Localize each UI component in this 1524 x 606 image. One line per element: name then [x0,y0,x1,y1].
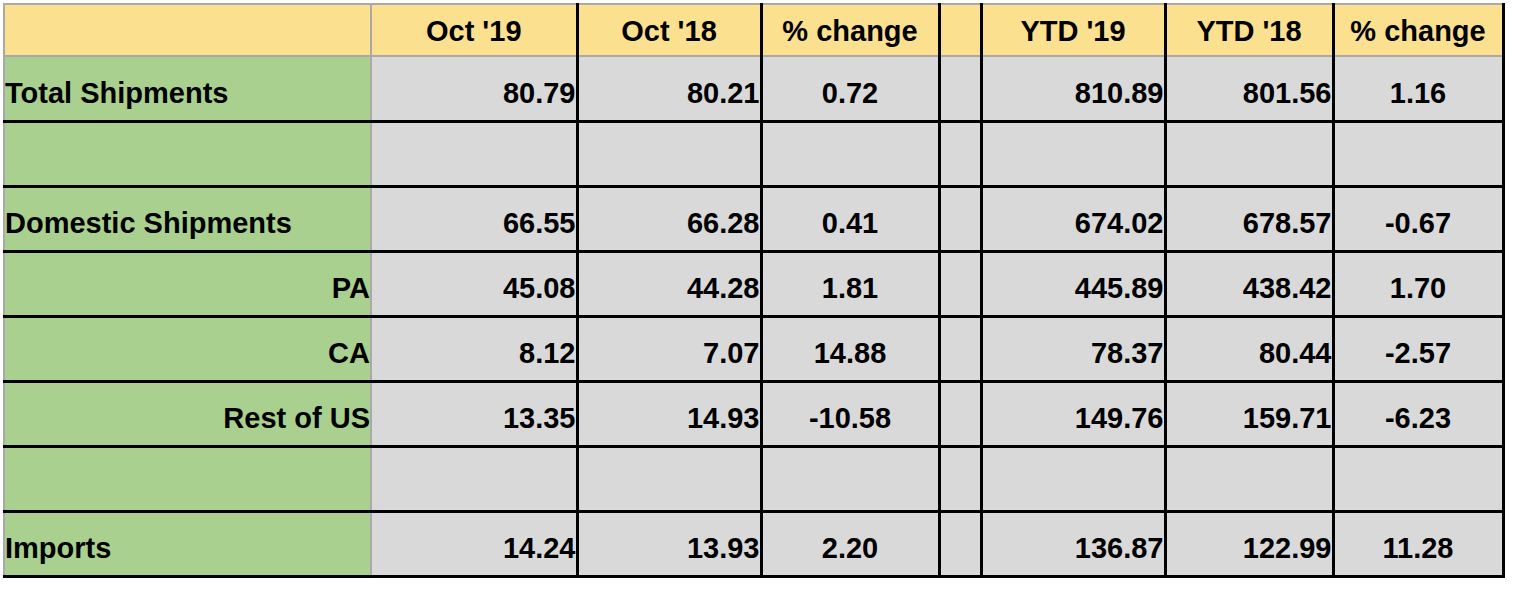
cell-ytd-18 [1165,446,1333,511]
cell-pct-change-ytd: -6.23 [1333,381,1503,446]
spacer-cell [939,121,981,186]
cell-oct-19: 80.79 [371,56,577,121]
table-row [4,446,1503,511]
row-label [4,121,371,186]
cell-ytd-18: 678.57 [1165,186,1333,251]
cell-pct-change-ytd: -2.57 [1333,316,1503,381]
row-label: Domestic Shipments [4,186,371,251]
cell-ytd-19: 445.89 [981,251,1165,316]
cell-ytd-18: 159.71 [1165,381,1333,446]
spacer-cell [939,381,981,446]
cell-oct-19: 14.24 [371,511,577,576]
row-label: Total Shipments [4,56,371,121]
cell-oct-19: 66.55 [371,186,577,251]
table-row: Rest of US13.3514.93-10.58 149.76159.71-6… [4,381,1503,446]
spacer-cell [939,186,981,251]
table-row [4,121,1503,186]
table-row: Total Shipments80.7980.210.72 810.89801.5… [4,56,1503,121]
cell-ytd-18: 438.42 [1165,251,1333,316]
row-label: CA [4,316,371,381]
cell-pct-change-ytd: -0.67 [1333,186,1503,251]
table-row: PA45.0844.281.81 445.89438.421.70 [4,251,1503,316]
table-row: Imports14.2413.932.20 136.87122.9911.28 [4,511,1503,576]
cell-oct-18 [577,121,761,186]
spacer-cell [939,316,981,381]
cell-pct-change-month: 2.20 [761,511,939,576]
column-header-ytd-19: YTD '19 [981,4,1165,56]
column-header-gap [939,4,981,56]
column-header-row-label [4,4,371,56]
cell-ytd-19: 136.87 [981,511,1165,576]
cell-oct-18: 44.28 [577,251,761,316]
cell-pct-change-month: 14.88 [761,316,939,381]
row-label: PA [4,251,371,316]
cell-ytd-19: 78.37 [981,316,1165,381]
cell-ytd-19: 674.02 [981,186,1165,251]
table-row: Domestic Shipments66.5566.280.41 674.0267… [4,186,1503,251]
column-header-pct-change-ytd: % change [1333,4,1503,56]
cell-pct-change-ytd: 11.28 [1333,511,1503,576]
cell-oct-19 [371,446,577,511]
row-label: Rest of US [4,381,371,446]
spacer-cell [939,56,981,121]
cell-oct-18: 7.07 [577,316,761,381]
cell-ytd-18: 80.44 [1165,316,1333,381]
header-row: Oct '19Oct '18% changeYTD '19YTD '18% ch… [4,4,1503,56]
cell-ytd-19 [981,121,1165,186]
cell-oct-18: 14.93 [577,381,761,446]
cell-ytd-18: 122.99 [1165,511,1333,576]
cell-oct-18: 80.21 [577,56,761,121]
column-header-pct-change-month: % change [761,4,939,56]
cell-ytd-19: 810.89 [981,56,1165,121]
cell-pct-change-month [761,446,939,511]
cell-pct-change-ytd [1333,446,1503,511]
table-row: CA8.127.0714.88 78.3780.44-2.57 [4,316,1503,381]
cell-oct-19: 13.35 [371,381,577,446]
cell-pct-change-month [761,121,939,186]
cell-pct-change-month: -10.58 [761,381,939,446]
row-label [4,446,371,511]
spreadsheet-sheet: Oct '19Oct '18% changeYTD '19YTD '18% ch… [0,0,1524,606]
cell-pct-change-ytd [1333,121,1503,186]
cell-pct-change-ytd: 1.16 [1333,56,1503,121]
cell-pct-change-month: 0.41 [761,186,939,251]
spacer-cell [939,251,981,316]
cell-oct-18: 13.93 [577,511,761,576]
cell-oct-19: 45.08 [371,251,577,316]
column-header-ytd-18: YTD '18 [1165,4,1333,56]
spacer-cell [939,511,981,576]
cell-pct-change-month: 0.72 [761,56,939,121]
cell-pct-change-month: 1.81 [761,251,939,316]
row-label: Imports [4,511,371,576]
table-body: Total Shipments80.7980.210.72 810.89801.5… [4,56,1503,576]
cell-ytd-19: 149.76 [981,381,1165,446]
cell-oct-19 [371,121,577,186]
cell-pct-change-ytd: 1.70 [1333,251,1503,316]
cell-ytd-19 [981,446,1165,511]
column-header-oct-19: Oct '19 [371,4,577,56]
cell-oct-18: 66.28 [577,186,761,251]
column-header-oct-18: Oct '18 [577,4,761,56]
cell-ytd-18 [1165,121,1333,186]
cell-oct-19: 8.12 [371,316,577,381]
cell-oct-18 [577,446,761,511]
spacer-cell [939,446,981,511]
cell-ytd-18: 801.56 [1165,56,1333,121]
shipments-table: Oct '19Oct '18% changeYTD '19YTD '18% ch… [3,3,1505,578]
